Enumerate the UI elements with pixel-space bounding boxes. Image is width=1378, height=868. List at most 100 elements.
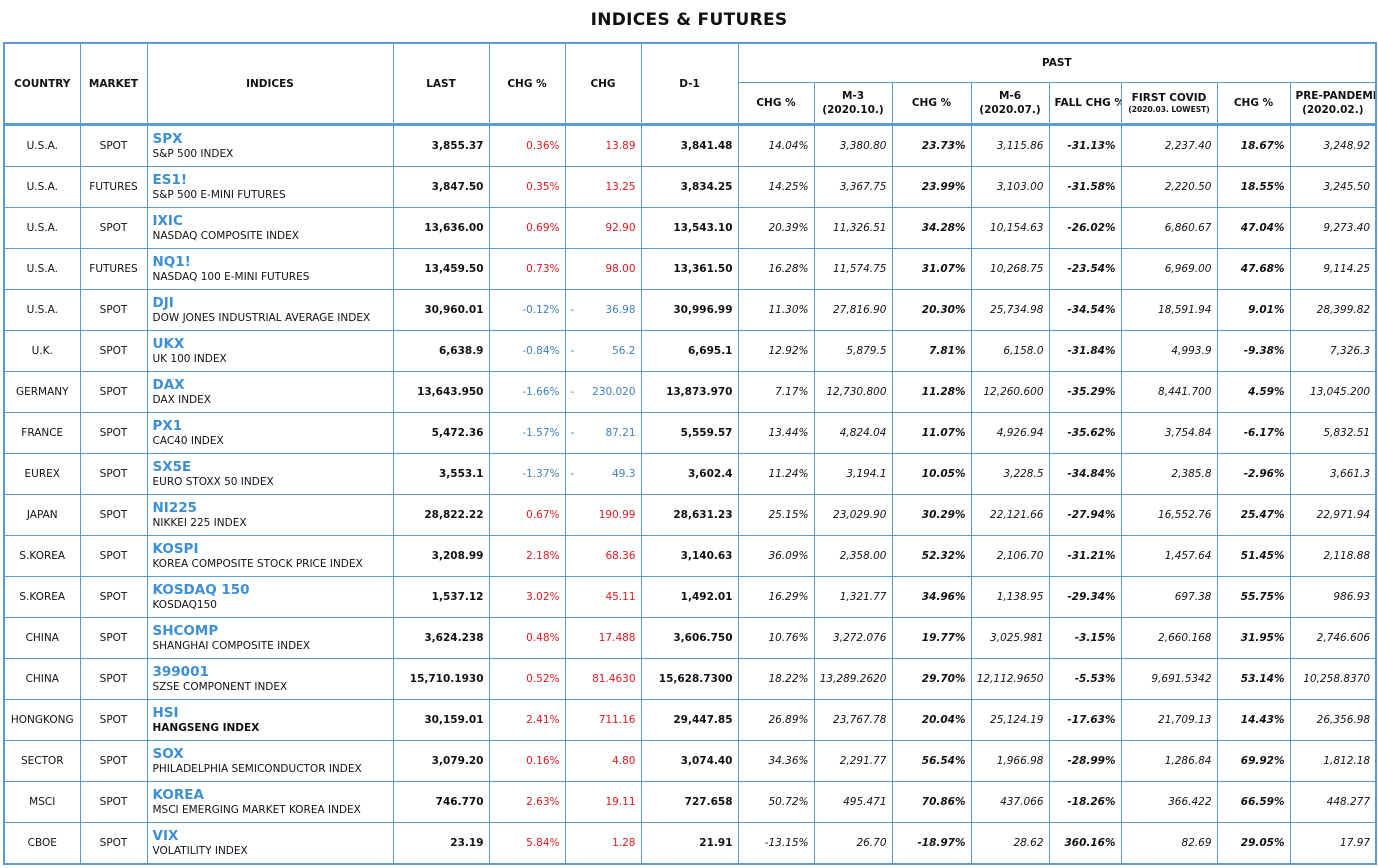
cell-chg-pct: 2.18% (488, 535, 566, 577)
index-name: MSCI EMERGING MARKET KOREA INDEX (152, 803, 361, 816)
page-title: INDICES & FUTURES (590, 10, 788, 30)
cell-fall-chg-pct: -34.54% (1048, 289, 1122, 331)
index-symbol-link[interactable]: NI225 (152, 499, 198, 516)
cell-m6-chg-pct: 11.07% (891, 412, 972, 454)
cell-fall-chg-pct: -31.21% (1048, 535, 1122, 577)
table-row: FRANCE SPOT PX1 CAC40 INDEX 5,472.36 -1.57% -8… (3, 412, 1377, 454)
cell-m6: 4,926.94 (970, 412, 1050, 454)
cell-covid-chg-pct: 25.47% (1216, 494, 1291, 536)
cell-last: 3,847.50 (392, 166, 490, 208)
cell-first-covid: 18,591.94 (1120, 289, 1218, 331)
cell-m6-chg-pct: 52.32% (891, 535, 972, 577)
down-arrow-icon: - (570, 345, 575, 357)
cell-country: HONGKONG (3, 699, 81, 741)
cell-covid-chg-pct: 14.43% (1216, 699, 1291, 741)
header-past-first-covid: FIRST COVID (2020.03. LOWEST) (1120, 82, 1218, 125)
cell-country: SECTOR (3, 740, 81, 782)
cell-m6: 3,103.00 (970, 166, 1050, 208)
cell-first-covid: 8,441.700 (1120, 371, 1218, 413)
cell-chg: 19.11 (564, 781, 642, 823)
cell-fall-chg-pct: -3.15% (1048, 617, 1122, 659)
cell-pre-pandemic: 3,245.50 (1289, 166, 1377, 208)
cell-last: 28,822.22 (392, 494, 490, 536)
cell-m3-chg-pct: 26.89% (737, 699, 815, 741)
chg-value: 19.11 (605, 796, 636, 808)
index-symbol-link[interactable]: HSI (152, 704, 179, 721)
index-symbol-link[interactable]: 399001 (152, 663, 209, 680)
index-name: SHANGHAI COMPOSITE INDEX (152, 639, 311, 652)
cell-chg-pct: 0.67% (488, 494, 566, 536)
cell-market: SPOT (79, 822, 148, 865)
cell-last: 13,459.50 (392, 248, 490, 290)
cell-covid-chg-pct: 31.95% (1216, 617, 1291, 659)
index-symbol-link[interactable]: KOSPI (152, 540, 199, 557)
cell-covid-chg-pct: 55.75% (1216, 576, 1291, 618)
header-past-m6: M-6 (2020.07.) (970, 82, 1050, 125)
cell-chg: 98.00 (564, 248, 642, 290)
header-past-chg-pct-m3: CHG % (737, 82, 815, 125)
cell-m3: 3,367.75 (813, 166, 893, 208)
cell-market: SPOT (79, 658, 148, 700)
table-row: MSCI SPOT KOREA MSCI EMERGING MARKET KOREA … (3, 781, 1377, 823)
cell-country: S.KOREA (3, 535, 81, 577)
cell-country: EUREX (3, 453, 81, 495)
cell-m6: 1,138.95 (970, 576, 1050, 618)
cell-country: U.S.A. (3, 166, 81, 208)
index-symbol-link[interactable]: UKX (152, 335, 185, 352)
index-symbol-link[interactable]: KOREA (152, 786, 204, 803)
cell-market: SPOT (79, 740, 148, 782)
cell-covid-chg-pct: 18.55% (1216, 166, 1291, 208)
cell-m3: 11,574.75 (813, 248, 893, 290)
index-name: DAX INDEX (152, 393, 211, 406)
cell-m3-chg-pct: 12.92% (737, 330, 815, 372)
cell-index: IXIC NASDAQ COMPOSITE INDEX (146, 207, 394, 249)
cell-chg-pct: -1.66% (488, 371, 566, 413)
cell-m6: 10,154.63 (970, 207, 1050, 249)
cell-d1: 30,996.99 (640, 289, 739, 331)
cell-market: FUTURES (79, 166, 148, 208)
cell-country: GERMANY (3, 371, 81, 413)
cell-covid-chg-pct: 51.45% (1216, 535, 1291, 577)
index-symbol-link[interactable]: SOX (152, 745, 184, 762)
cell-first-covid: 697.38 (1120, 576, 1218, 618)
cell-chg-pct: 0.36% (488, 124, 566, 167)
cell-last: 3,553.1 (392, 453, 490, 495)
header-chg-pct: CHG % (488, 42, 566, 125)
cell-index: KOSDAQ 150 KOSDAQ150 (146, 576, 394, 618)
cell-m6: 25,124.19 (970, 699, 1050, 741)
cell-m3: 3,194.1 (813, 453, 893, 495)
cell-fall-chg-pct: -18.26% (1048, 781, 1122, 823)
index-symbol-link[interactable]: DJI (152, 294, 174, 311)
index-symbol-link[interactable]: NQ1! (152, 253, 191, 270)
cell-pre-pandemic: 2,118.88 (1289, 535, 1377, 577)
cell-m3: 11,326.51 (813, 207, 893, 249)
cell-covid-chg-pct: 69.92% (1216, 740, 1291, 782)
cell-fall-chg-pct: -5.53% (1048, 658, 1122, 700)
cell-d1: 13,361.50 (640, 248, 739, 290)
cell-country: U.S.A. (3, 207, 81, 249)
cell-covid-chg-pct: -2.96% (1216, 453, 1291, 495)
table-row: U.K. SPOT UKX UK 100 INDEX 6,638.9 -0.84% -56.… (3, 330, 1377, 372)
index-symbol-link[interactable]: DAX (152, 376, 185, 393)
header-past-m6-sublabel: (2020.07.) (979, 104, 1041, 116)
index-symbol-link[interactable]: PX1 (152, 417, 183, 434)
header-past: PAST (737, 42, 1377, 83)
cell-d1: 3,841.48 (640, 124, 739, 167)
index-symbol-link[interactable]: SX5E (152, 458, 192, 475)
cell-chg: 81.4630 (564, 658, 642, 700)
index-symbol-link[interactable]: IXIC (152, 212, 183, 229)
cell-m6: 6,158.0 (970, 330, 1050, 372)
index-symbol-link[interactable]: KOSDAQ 150 (152, 581, 250, 598)
index-symbol-link[interactable]: VIX (152, 827, 179, 844)
cell-m6: 3,025.981 (970, 617, 1050, 659)
cell-m3: 26.70 (813, 822, 893, 865)
cell-index: HSI HANGSENG INDEX (146, 699, 394, 741)
cell-pre-pandemic: 17.97 (1289, 822, 1377, 865)
index-symbol-link[interactable]: SPX (152, 130, 183, 147)
cell-fall-chg-pct: -34.84% (1048, 453, 1122, 495)
table-row: U.S.A. SPOT IXIC NASDAQ COMPOSITE INDEX 13,6… (3, 207, 1377, 249)
index-symbol-link[interactable]: SHCOMP (152, 622, 219, 639)
cell-m6-chg-pct: 34.28% (891, 207, 972, 249)
index-symbol-link[interactable]: ES1! (152, 171, 188, 188)
chg-value: 49.3 (612, 468, 636, 480)
